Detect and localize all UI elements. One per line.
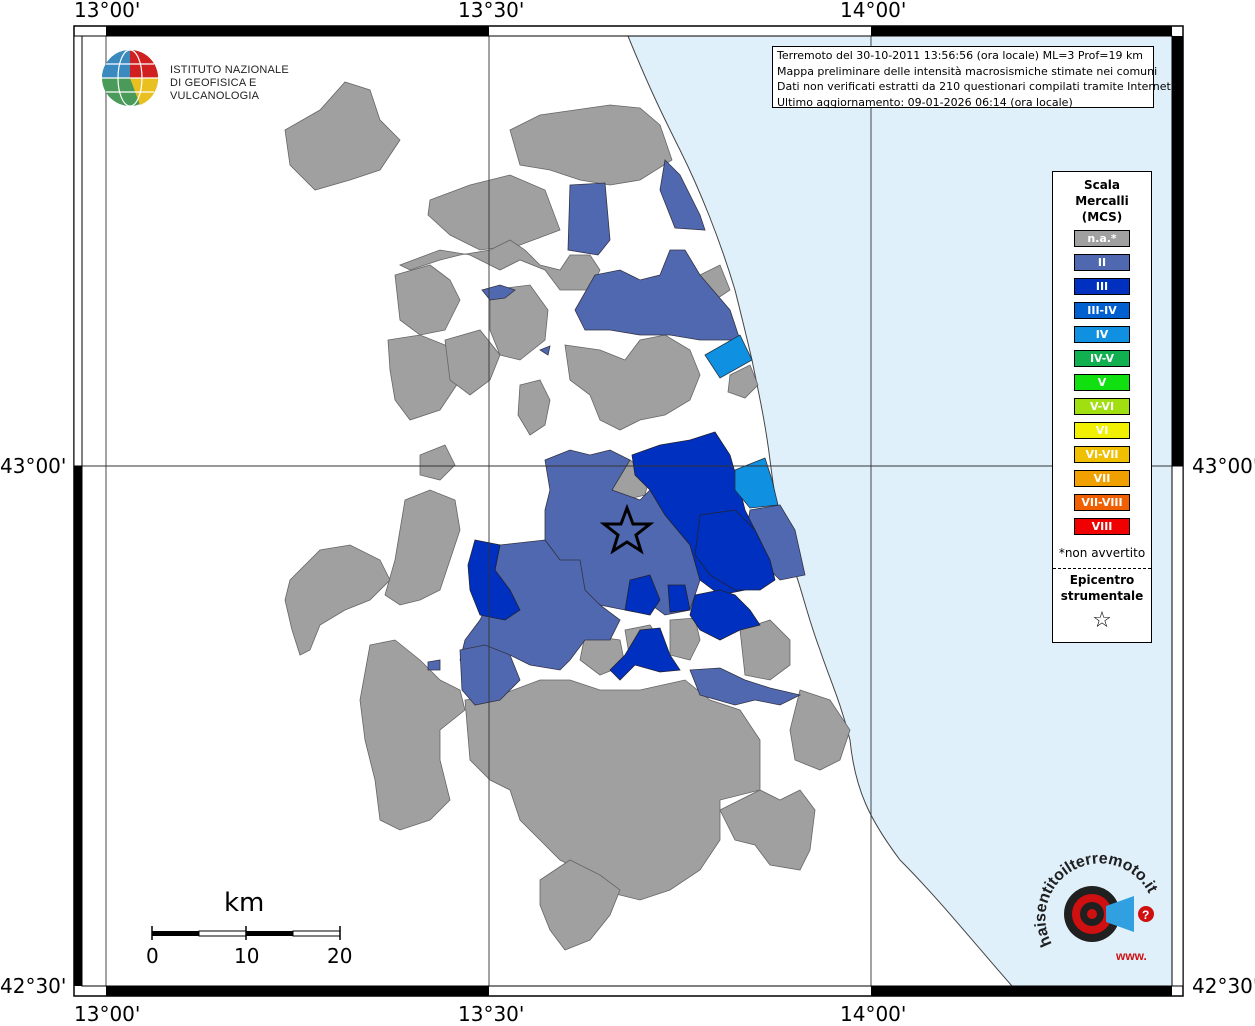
scale-bar: km 0 10 20 [140, 888, 370, 978]
logo-line-1: ISTITUTO NAZIONALE [170, 64, 289, 76]
legend-item-4: IV [1074, 326, 1130, 343]
globe-icon [102, 49, 159, 107]
brand-www: www. [1115, 949, 1147, 963]
event-info-box: Terremoto del 30-10-2011 13:56:56 (ora l… [772, 46, 1175, 109]
scale-bar-graphic [151, 926, 341, 940]
municipalities-na [284, 81, 851, 951]
event-info-line-1: Terremoto del 30-10-2011 13:56:56 (ora l… [777, 49, 1144, 62]
legend-title-line-3: (MCS) [1081, 210, 1123, 224]
municipalities-iii [467, 431, 776, 681]
lon-label-top-1400: 14°00' [840, 0, 907, 22]
scale-bar-unit: km [224, 888, 265, 918]
legend-divider [1053, 568, 1151, 569]
svg-text:?: ? [1142, 908, 1149, 922]
legend-title: Scala Mercalli (MCS) [1053, 177, 1151, 225]
event-info-line-2: Mappa preliminare delle intensità macros… [777, 64, 1158, 78]
legend-item-0: n.a.* [1074, 230, 1130, 247]
legend-note: *non avvertito [1058, 546, 1146, 560]
legend-item-11: VII-VIII [1074, 494, 1130, 511]
legend-item-8: VI [1074, 422, 1130, 439]
event-info-line-4: Ultimo aggiornamento: 09-01-2026 06:14 (… [777, 95, 1073, 109]
lat-label-left-4300: 43°00' [0, 454, 67, 478]
legend-epicenter-label: Epicentro strumentale [1053, 572, 1151, 604]
lat-label-right-4230: 42°30' [1192, 974, 1255, 998]
legend-item-9: VI-VII [1074, 446, 1130, 463]
legend-title-line-2: Mercalli [1075, 194, 1129, 208]
scale-bar-label-20: 20 [327, 944, 353, 968]
municipalities-iv [704, 334, 779, 509]
lat-label-left-4230: 42°30' [0, 974, 67, 998]
legend-item-12: VIII [1074, 518, 1130, 535]
lat-label-right-4300: 43°00' [1192, 454, 1255, 478]
legend-epicenter-line-1: Epicentro [1069, 573, 1135, 587]
ingv-logo: ISTITUTO NAZIONALE DI GEOFISICA E VULCAN… [100, 48, 320, 110]
legend-item-5: IV-V [1074, 350, 1130, 367]
legend-title-line-1: Scala [1083, 178, 1121, 192]
lon-label-top-1330: 13°30' [458, 0, 525, 22]
legend-star-icon: ☆ [1092, 608, 1112, 633]
epicenter-star [599, 503, 655, 555]
legend-item-3: III-IV [1074, 302, 1130, 319]
logo-line-2: DI GEOFISICA E VULCANOLOGIA [170, 77, 260, 102]
lon-label-bottom-1400: 14°00' [840, 1002, 907, 1026]
legend-epicenter-line-2: strumentale [1060, 589, 1144, 603]
graticule [82, 36, 1172, 986]
scale-bar-label-10: 10 [234, 944, 260, 968]
lon-label-bottom-1330: 13°30' [458, 1002, 525, 1026]
lon-label-bottom-1300: 13°00' [74, 1002, 141, 1026]
scale-bar-label-0: 0 [146, 944, 159, 968]
municipalities-ii [427, 159, 806, 706]
legend-item-2: III [1074, 278, 1130, 295]
frame-bars [73, 26, 1184, 996]
intensity-legend: Scala Mercalli (MCS) n.a.* II III III-IV IV I… [1052, 171, 1152, 643]
lon-label-top-1300: 13°00' [74, 0, 141, 22]
event-info-line-3: Dati non verificati estratti da 210 ques… [777, 80, 1175, 93]
legend-item-10: VII [1074, 470, 1130, 487]
haisentito-logo: haisentitoilterremoto.it ? www. [1030, 850, 1170, 978]
legend-item-1: II [1074, 254, 1130, 271]
legend-item-6: V [1074, 374, 1130, 391]
legend-item-7: V-VI [1074, 398, 1130, 415]
